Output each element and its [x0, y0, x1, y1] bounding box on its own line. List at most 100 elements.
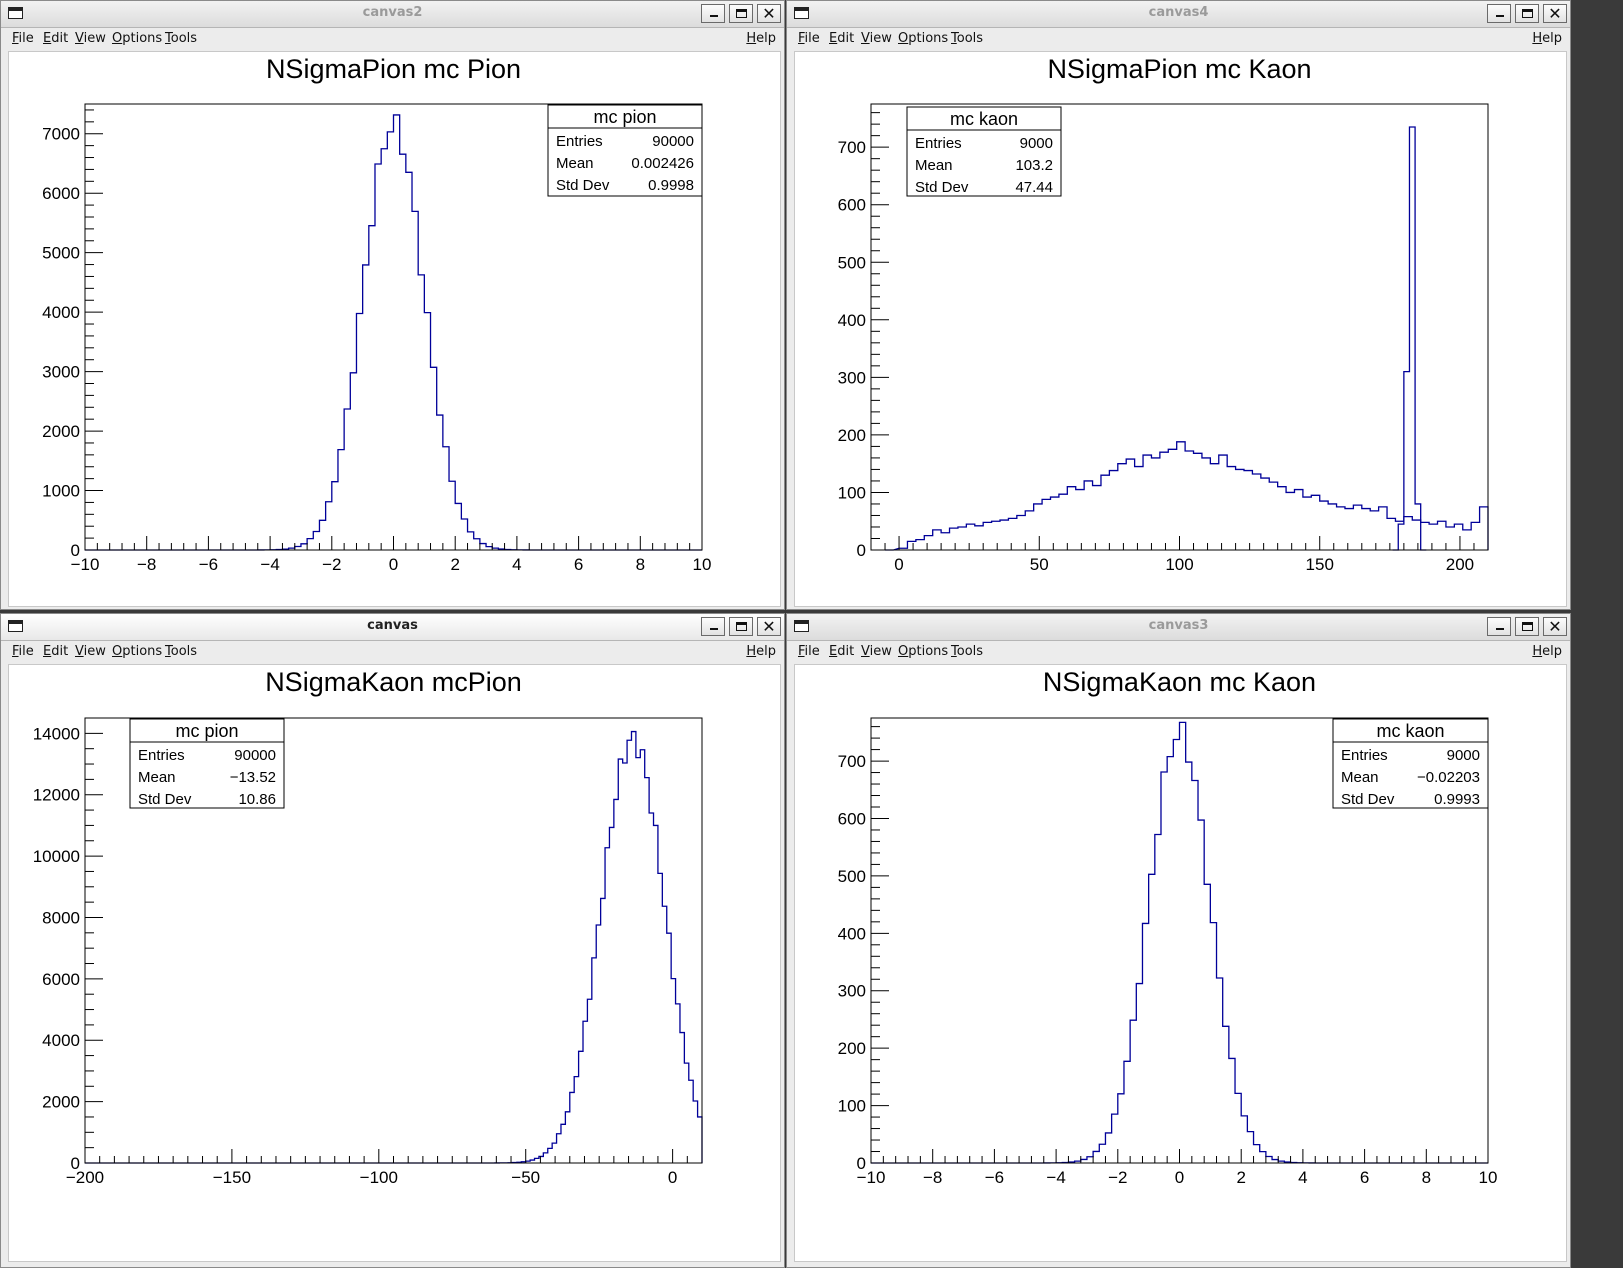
menu-edit[interactable]: Edit	[43, 644, 69, 659]
root-canvas[interactable]: NSigmaKaon mcPion −200 −150 −100 −50 0 0 2000 40…	[8, 664, 781, 1262]
x-tick-label: 2	[1236, 1168, 1245, 1187]
menu-edit[interactable]: Edit	[829, 644, 855, 659]
window-canvas2: canvas2 ✕ File Edit View Options Tools H…	[0, 0, 785, 610]
y-tick-label: 1000	[42, 482, 80, 501]
menu-help[interactable]: Help	[1532, 31, 1562, 46]
menu-file[interactable]: File	[12, 31, 34, 46]
x-tick-label: −2	[1108, 1168, 1127, 1187]
menu-file[interactable]: File	[798, 644, 820, 659]
window-menu-icon[interactable]	[794, 620, 809, 632]
y-tick-label: 14000	[33, 724, 80, 743]
x-tick-label: 6	[1360, 1168, 1369, 1187]
menu-file[interactable]: File	[798, 31, 820, 46]
x-tick-label: −150	[213, 1168, 251, 1187]
menu-file[interactable]: File	[12, 644, 34, 659]
menu-edit[interactable]: Edit	[829, 31, 855, 46]
y-tick-label: 500	[838, 253, 866, 272]
menubar: File Edit View Options Tools Help	[787, 641, 1570, 663]
x-tick-label: 6	[574, 555, 583, 574]
window-canvas3: canvas3 ✕ File Edit View Options Tools H…	[786, 613, 1571, 1268]
menu-view[interactable]: View	[75, 644, 106, 659]
y-tick-label: 100	[838, 1097, 866, 1116]
histogram-plot[interactable]: NSigmaKaon mc Kaon−10 −8 −6 −4 −2 0 2 4 6 8 100100…	[795, 665, 1566, 1261]
minimize-button[interactable]	[701, 617, 725, 636]
menu-help[interactable]: Help	[1532, 644, 1562, 659]
stats-value: 47.44	[1015, 179, 1053, 196]
window-canvas: canvas ✕ File Edit View Options Tools He…	[0, 613, 785, 1268]
x-tick-label: −100	[360, 1168, 398, 1187]
y-tick-label: 700	[838, 138, 866, 157]
close-button[interactable]: ✕	[757, 4, 781, 23]
histogram-plot[interactable]: NSigmaPion mc Kaon 0 50 100 150 200 0 100 200 300…	[795, 52, 1566, 606]
y-tick-label: 200	[838, 426, 866, 445]
maximize-button[interactable]	[729, 4, 753, 23]
window-canvas4: canvas4 ✕ File Edit View Options Tools H…	[786, 0, 1571, 610]
menu-view[interactable]: View	[861, 31, 892, 46]
stats-title: mc kaon	[1376, 721, 1444, 741]
x-tick-label: −6	[985, 1168, 1004, 1187]
maximize-button[interactable]	[1515, 4, 1539, 23]
menu-tools[interactable]: Tools	[165, 31, 198, 46]
maximize-button[interactable]	[1515, 617, 1539, 636]
menu-help[interactable]: Help	[746, 644, 776, 659]
y-tick-label: 200	[838, 1039, 866, 1058]
x-tick-label: −8	[137, 555, 156, 574]
menu-help[interactable]: Help	[746, 31, 776, 46]
x-tick-label: 200	[1446, 555, 1474, 574]
minimize-button[interactable]	[1487, 617, 1511, 636]
histogram-plot[interactable]: NSigmaKaon mcPion −200 −150 −100 −50 0 0 2000 40…	[9, 665, 780, 1261]
menu-options[interactable]: Options	[898, 31, 949, 46]
stats-value: 9000	[1020, 135, 1053, 152]
root-canvas[interactable]: NSigmaPion mc Kaon 0 50 100 150 200 0 100 200 300…	[794, 51, 1567, 607]
stats-label: Entries	[1341, 747, 1388, 764]
y-tick-label: 7000	[42, 125, 80, 144]
window-title: canvas	[367, 618, 418, 633]
x-tick-label: −4	[260, 555, 279, 574]
close-button[interactable]: ✕	[1543, 617, 1567, 636]
menu-view[interactable]: View	[75, 31, 106, 46]
y-tick-label: 100	[838, 483, 866, 502]
stats-value: 90000	[234, 747, 276, 764]
menu-tools[interactable]: Tools	[951, 644, 984, 659]
x-tick-label: 8	[1422, 1168, 1431, 1187]
x-tick-label: −4	[1046, 1168, 1065, 1187]
y-tick-label: 400	[838, 311, 866, 330]
minimize-button[interactable]	[701, 4, 725, 23]
menu-options[interactable]: Options	[112, 31, 163, 46]
histogram-line	[885, 441, 1489, 551]
x-tick-label: 0	[894, 555, 903, 574]
x-tick-label: −10	[71, 555, 100, 574]
close-button[interactable]: ✕	[757, 617, 781, 636]
window-menu-icon[interactable]	[8, 7, 23, 19]
stats-value: 9000	[1447, 747, 1480, 764]
menu-edit[interactable]: Edit	[43, 31, 69, 46]
stats-value: 0.9993	[1434, 791, 1480, 808]
x-tick-label: 50	[1030, 555, 1049, 574]
menu-view[interactable]: View	[861, 644, 892, 659]
histogram-plot[interactable]: NSigmaPion mc Pion −10 −8 −6 −4 −2 0 2 4 6 8 10 0 100…	[9, 52, 780, 606]
menu-tools[interactable]: Tools	[951, 31, 984, 46]
x-tick-label: 0	[1175, 1168, 1184, 1187]
root-canvas[interactable]: NSigmaPion mc Pion −10 −8 −6 −4 −2 0 2 4 6 8 10 0 100…	[8, 51, 781, 607]
titlebar[interactable]: canvas4 ✕	[787, 1, 1570, 28]
stats-value: 10.86	[238, 791, 276, 808]
y-tick-label: 300	[838, 368, 866, 387]
titlebar[interactable]: canvas2 ✕	[1, 1, 784, 28]
menu-options[interactable]: Options	[898, 644, 949, 659]
titlebar[interactable]: canvas ✕	[1, 614, 784, 641]
window-menu-icon[interactable]	[8, 620, 23, 632]
window-title: canvas4	[1148, 5, 1209, 20]
stats-label: Entries	[915, 135, 962, 152]
titlebar[interactable]: canvas3 ✕	[787, 614, 1570, 641]
window-menu-icon[interactable]	[794, 7, 809, 19]
y-tick-label: 0	[71, 1154, 80, 1173]
menu-tools[interactable]: Tools	[165, 644, 198, 659]
menu-options[interactable]: Options	[112, 644, 163, 659]
root-canvas[interactable]: NSigmaKaon mc Kaon −10 −8 −6 −4 −2 0 2 4 6 8 10 0 100…	[794, 664, 1567, 1262]
minimize-button[interactable]	[1487, 4, 1511, 23]
y-tick-label: 700	[838, 752, 866, 771]
stats-label: Mean	[556, 155, 594, 172]
close-button[interactable]: ✕	[1543, 4, 1567, 23]
maximize-button[interactable]	[729, 617, 753, 636]
x-tick-label: −6	[199, 555, 218, 574]
